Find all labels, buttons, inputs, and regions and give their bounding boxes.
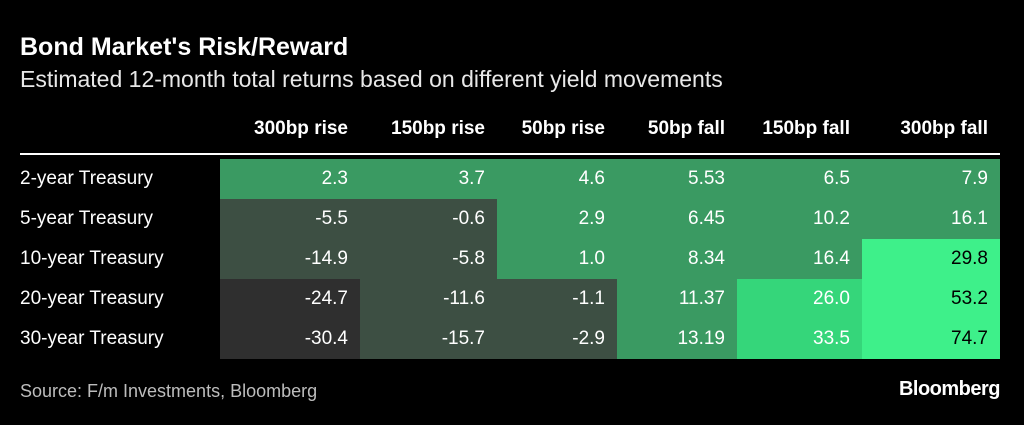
column-header: 300bp rise bbox=[254, 118, 348, 139]
cell: -30.4 bbox=[220, 319, 360, 359]
cell: 8.34 bbox=[617, 239, 737, 279]
cell: 2.9 bbox=[497, 199, 617, 239]
subtitle: Estimated 12-month total returns based o… bbox=[20, 66, 723, 92]
row-label: 20-year Treasury bbox=[20, 288, 164, 309]
column-header: 150bp rise bbox=[391, 118, 485, 139]
cell: 6.5 bbox=[737, 159, 862, 199]
row-label: 10-year Treasury bbox=[20, 248, 164, 269]
cell: -5.5 bbox=[220, 199, 360, 239]
row-label: 30-year Treasury bbox=[20, 328, 164, 349]
cell: 13.19 bbox=[617, 319, 737, 359]
cell: 16.4 bbox=[737, 239, 862, 279]
cell: 53.2 bbox=[862, 279, 1000, 319]
column-header: 50bp fall bbox=[647, 118, 725, 139]
cell: -5.8 bbox=[360, 239, 497, 279]
cell: -0.6 bbox=[360, 199, 497, 239]
cell: 74.7 bbox=[862, 319, 1000, 359]
row-label: 2-year Treasury bbox=[20, 168, 154, 189]
cell: -15.7 bbox=[360, 319, 497, 359]
cell: 29.8 bbox=[862, 239, 1000, 279]
header-rule bbox=[20, 153, 1000, 155]
cell: 26.0 bbox=[737, 279, 862, 319]
column-header: 150bp fall bbox=[762, 118, 850, 139]
cell: 2.3 bbox=[220, 159, 360, 199]
cell: -11.6 bbox=[360, 279, 497, 319]
title: Bond Market's Risk/Reward bbox=[20, 33, 349, 61]
cell: 7.9 bbox=[862, 159, 1000, 199]
cell: 4.6 bbox=[497, 159, 617, 199]
cell: -2.9 bbox=[497, 319, 617, 359]
column-header: 50bp rise bbox=[521, 118, 605, 139]
cell: -24.7 bbox=[220, 279, 360, 319]
cell: 11.37 bbox=[617, 279, 737, 319]
cell: 1.0 bbox=[497, 239, 617, 279]
logo: Bloomberg bbox=[898, 378, 1001, 400]
column-header: 300bp fall bbox=[900, 118, 988, 139]
cell: 16.1 bbox=[862, 199, 1000, 239]
cell: 10.2 bbox=[737, 199, 862, 239]
cell: 5.53 bbox=[617, 159, 737, 199]
source: Source: F/m Investments, Bloomberg bbox=[20, 381, 318, 401]
cell: -14.9 bbox=[220, 239, 360, 279]
cell: 6.45 bbox=[617, 199, 737, 239]
cell: 33.5 bbox=[737, 319, 862, 359]
cell: 3.7 bbox=[360, 159, 497, 199]
cell: -1.1 bbox=[497, 279, 617, 319]
row-label: 5-year Treasury bbox=[20, 208, 154, 229]
